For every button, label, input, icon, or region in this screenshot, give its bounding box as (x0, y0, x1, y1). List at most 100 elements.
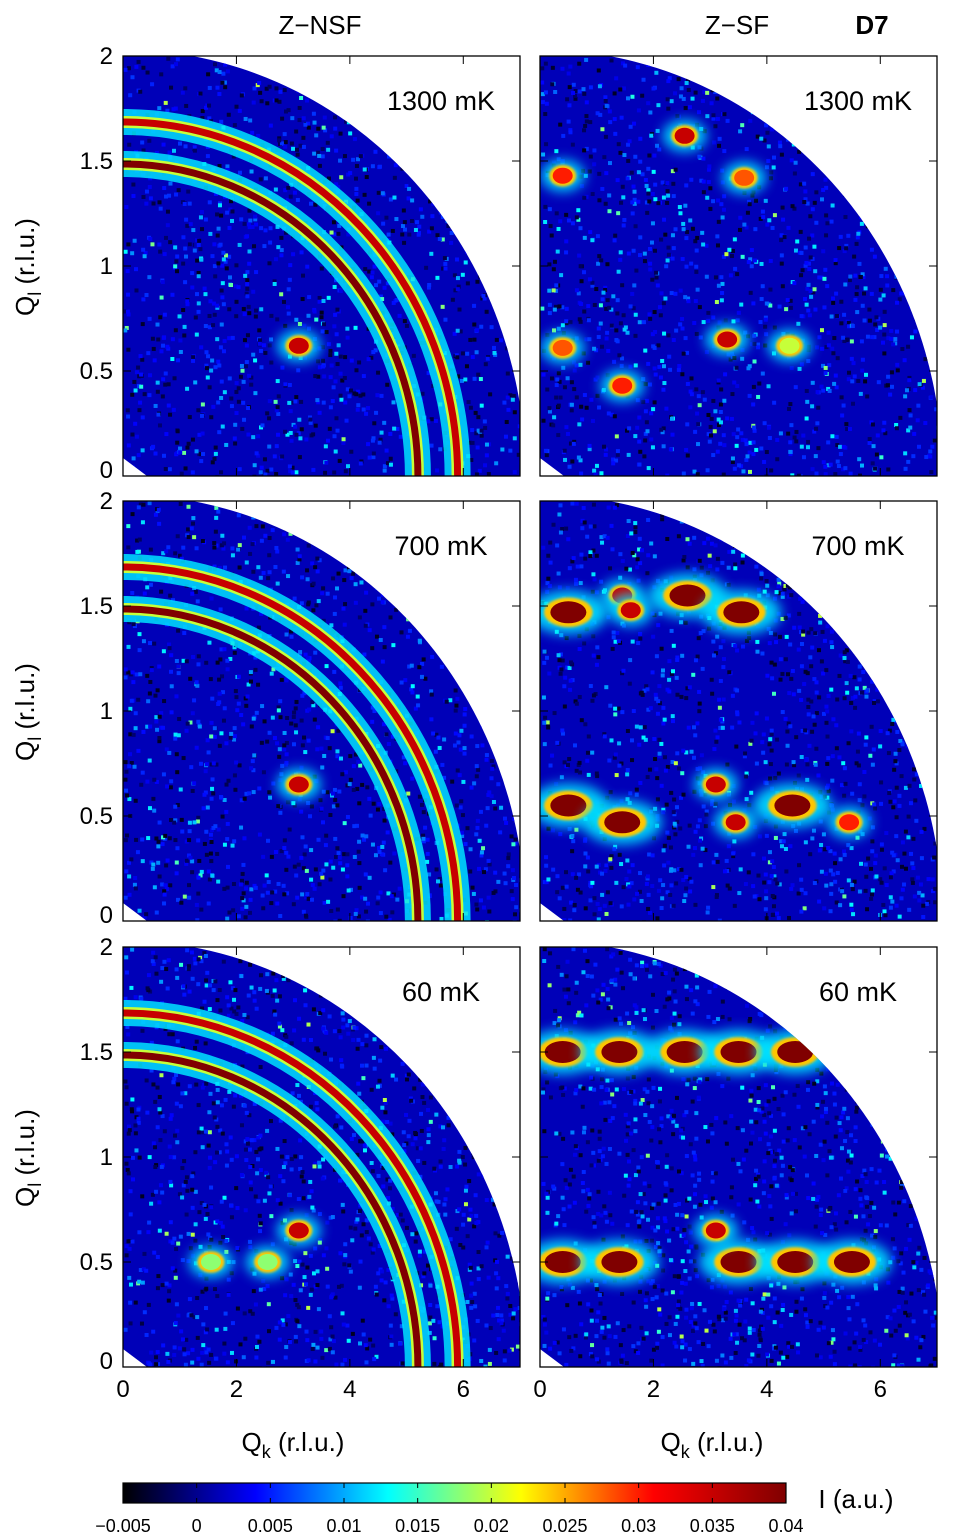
noise-pixel (175, 269, 180, 274)
noise-pixel (213, 191, 218, 196)
noise-pixel (635, 557, 640, 562)
noise-pixel (460, 150, 465, 155)
noise-pixel (330, 791, 335, 796)
noise-pixel (294, 873, 299, 878)
noise-pixel (730, 94, 735, 99)
noise-pixel (802, 199, 807, 204)
noise-pixel (452, 273, 457, 278)
noise-pixel (125, 309, 130, 314)
noise-pixel (858, 572, 863, 577)
noise-pixel (229, 396, 234, 401)
noise-pixel (683, 203, 688, 208)
noise-pixel (332, 434, 337, 439)
noise-pixel (136, 365, 141, 370)
noise-pixel (165, 223, 170, 228)
noise-pixel (831, 717, 836, 722)
noise-pixel (355, 407, 360, 412)
noise-pixel (331, 865, 336, 870)
noise-pixel (254, 710, 259, 715)
noise-pixel (299, 399, 304, 404)
noise-pixel (888, 392, 893, 397)
noise-pixel (476, 372, 481, 377)
noise-pixel (468, 337, 473, 342)
noise-pixel (333, 514, 338, 519)
noise-pixel (839, 395, 844, 400)
noise-pixel (753, 227, 758, 232)
noise-pixel (363, 94, 368, 99)
noise-pixel (927, 136, 932, 141)
noise-pixel (257, 832, 262, 837)
noise-pixel (652, 310, 657, 315)
noise-pixel (129, 698, 134, 703)
noise-pixel (703, 848, 708, 853)
noise-pixel (725, 78, 730, 83)
noise-pixel (131, 456, 136, 461)
noise-pixel (125, 833, 130, 838)
noise-pixel (663, 232, 668, 237)
noise-pixel (195, 238, 200, 243)
noise-pixel (243, 364, 248, 369)
noise-pixel (512, 629, 517, 634)
noise-pixel (551, 288, 556, 293)
noise-pixel (474, 774, 479, 779)
noise-pixel (246, 507, 251, 512)
noise-pixel (310, 700, 315, 705)
noise-pixel (694, 269, 699, 274)
noise-pixel (295, 152, 300, 157)
noise-pixel (252, 86, 257, 91)
noise-pixel (860, 357, 865, 362)
noise-pixel (505, 371, 510, 376)
noise-pixel (815, 74, 820, 79)
noise-pixel (588, 230, 593, 235)
noise-pixel (210, 460, 215, 465)
noise-pixel (298, 143, 303, 148)
noise-pixel (831, 351, 836, 356)
noise-pixel (447, 512, 452, 517)
noise-pixel (711, 885, 716, 890)
noise-pixel (315, 747, 320, 752)
noise-pixel (344, 119, 349, 124)
noise-pixel (509, 501, 514, 506)
noise-pixel (339, 397, 344, 402)
noise-pixel (126, 312, 131, 317)
noise-pixel (153, 512, 158, 517)
noise-pixel (511, 86, 516, 91)
noise-pixel (320, 591, 325, 596)
noise-pixel (442, 162, 447, 167)
noise-pixel (479, 66, 484, 71)
noise-pixel (806, 129, 811, 134)
noise-pixel (633, 312, 638, 317)
noise-pixel (747, 199, 752, 204)
noise-pixel (484, 638, 489, 643)
noise-pixel (283, 382, 288, 387)
noise-pixel (476, 521, 481, 526)
noise-pixel (669, 628, 674, 633)
noise-pixel (278, 914, 283, 919)
noise-pixel (453, 288, 458, 293)
noise-pixel (141, 148, 146, 153)
noise-pixel (126, 644, 131, 649)
noise-pixel (797, 87, 802, 92)
noise-pixel (192, 145, 197, 150)
noise-pixel (394, 298, 399, 303)
noise-pixel (488, 732, 493, 737)
noise-pixel (670, 760, 675, 765)
noise-pixel (763, 872, 768, 877)
noise-pixel (659, 237, 664, 242)
noise-pixel (219, 119, 224, 124)
noise-pixel (210, 254, 215, 259)
noise-pixel (362, 102, 367, 107)
noise-pixel (746, 75, 751, 80)
noise-pixel (878, 162, 883, 167)
noise-pixel (684, 264, 689, 269)
noise-pixel (920, 328, 925, 333)
noise-pixel (330, 729, 335, 734)
noise-pixel (499, 534, 504, 539)
noise-pixel (282, 747, 287, 752)
noise-pixel (508, 448, 513, 453)
noise-pixel (684, 80, 689, 85)
noise-pixel (885, 71, 890, 76)
noise-pixel (885, 731, 890, 736)
noise-pixel (282, 730, 287, 735)
noise-pixel (334, 854, 339, 859)
